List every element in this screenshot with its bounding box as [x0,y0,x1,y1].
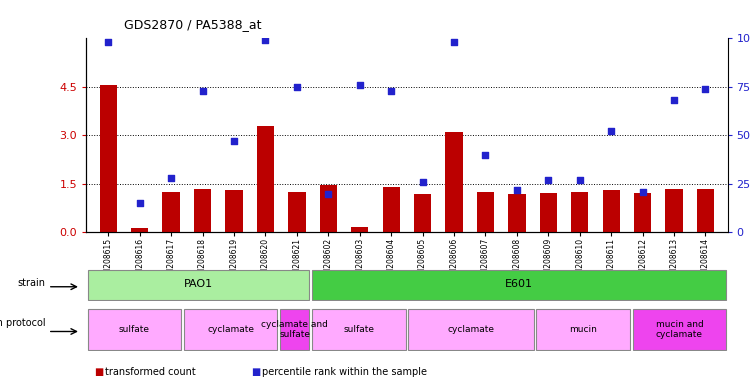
Text: PAO1: PAO1 [184,280,213,290]
Bar [351,227,368,232]
Bar [571,192,589,232]
Bar [100,85,117,232]
Bar [602,190,619,232]
Point [322,190,334,197]
Bar [320,185,337,232]
Bar [382,187,400,232]
Bar [408,309,534,349]
Point [668,98,680,104]
Bar [131,228,148,232]
Bar [414,194,431,232]
Point [260,37,272,43]
Bar [632,309,726,349]
Text: ■: ■ [94,367,103,377]
Bar [665,189,682,232]
Point [637,189,649,195]
Bar [536,309,630,349]
Point [134,200,146,206]
Bar [88,270,310,300]
Bar [256,126,274,232]
Bar [225,190,243,232]
Point [542,177,554,183]
Point [386,88,398,94]
Bar [184,309,278,349]
Text: strain: strain [17,278,46,288]
Bar [280,309,310,349]
Bar [312,270,726,300]
Text: ■: ■ [251,367,260,377]
Text: percentile rank within the sample: percentile rank within the sample [262,367,428,377]
Text: sulfate: sulfate [118,325,150,334]
Text: cyclamate and
sulfate: cyclamate and sulfate [261,319,328,339]
Point [448,39,460,45]
Bar [312,309,406,349]
Text: transformed count: transformed count [105,367,196,377]
Text: growth protocol: growth protocol [0,318,46,328]
Point [416,179,428,185]
Bar [697,189,714,232]
Point [479,152,491,158]
Bar [288,192,305,232]
Bar [446,132,463,232]
Bar [88,309,182,349]
Bar [194,189,211,232]
Bar [477,192,494,232]
Point [354,82,366,88]
Point [165,175,177,181]
Text: mucin and
cyclamate: mucin and cyclamate [656,319,704,339]
Point [291,84,303,90]
Point [574,177,586,183]
Bar [634,193,651,232]
Text: mucin: mucin [569,325,597,334]
Bar [163,192,180,232]
Point [511,187,523,193]
Point [605,128,617,134]
Bar [509,194,526,232]
Text: GDS2870 / PA5388_at: GDS2870 / PA5388_at [124,18,261,31]
Bar [540,193,557,232]
Point [102,39,114,45]
Text: sulfate: sulfate [344,325,374,334]
Text: E601: E601 [505,280,533,290]
Text: cyclamate: cyclamate [448,325,494,334]
Text: cyclamate: cyclamate [207,325,254,334]
Point [196,88,208,94]
Point [228,138,240,144]
Point [700,86,712,92]
